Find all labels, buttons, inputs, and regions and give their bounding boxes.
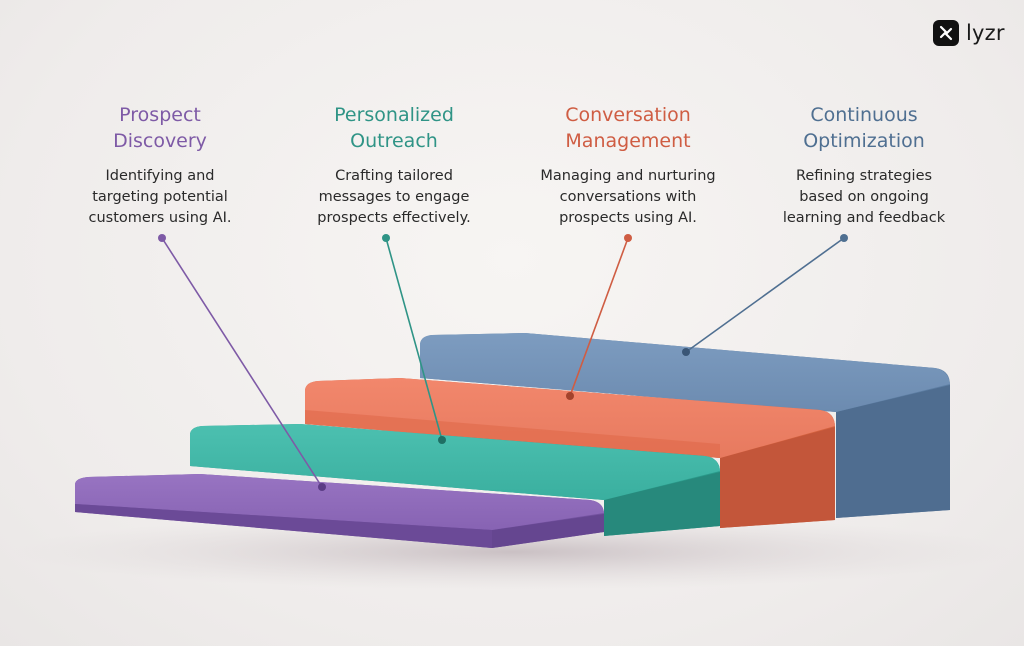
connector-conversation-management bbox=[566, 234, 632, 400]
step-block-blue bbox=[420, 333, 950, 518]
connector-dot bbox=[624, 234, 632, 242]
connector-continuous-optimization bbox=[682, 234, 848, 356]
step-desc-line: learning and feedback bbox=[782, 210, 946, 226]
step-description: Refining strategies based on ongoing lea… bbox=[754, 166, 974, 229]
step-desc-line: Refining strategies bbox=[795, 168, 933, 184]
step-description: Crafting tailored messages to engage pro… bbox=[284, 166, 504, 229]
connector-prospect-discovery bbox=[158, 234, 326, 491]
step-title-line: Outreach bbox=[350, 130, 438, 152]
step-prospect-discovery: Prospect Discovery Identifying and targe… bbox=[50, 102, 270, 229]
step-block-orange bbox=[305, 378, 835, 528]
step-personalized-outreach: Personalized Outreach Crafting tailored … bbox=[284, 102, 504, 229]
connector-dot bbox=[318, 483, 326, 491]
lyzr-logo: lyzr bbox=[933, 20, 1005, 46]
step-title: Conversation Management bbox=[518, 102, 738, 154]
step-desc-line: messages to engage bbox=[318, 189, 470, 205]
step-desc-line: customers using AI. bbox=[88, 210, 232, 226]
step-desc-line: Managing and nurturing bbox=[540, 168, 716, 184]
lyzr-logo-icon bbox=[933, 20, 959, 46]
step-title-line: Discovery bbox=[113, 130, 207, 152]
step-continuous-optimization: Continuous Optimization Refining strateg… bbox=[754, 102, 974, 229]
connector-dot bbox=[382, 234, 390, 242]
step-desc-line: Identifying and bbox=[105, 168, 215, 184]
step-desc-line: targeting potential bbox=[92, 189, 228, 205]
connector-dot bbox=[566, 392, 574, 400]
step-title-line: Personalized bbox=[334, 104, 454, 126]
connector-dot bbox=[438, 436, 446, 444]
step-desc-line: Crafting tailored bbox=[335, 168, 453, 184]
step-desc-line: conversations with bbox=[559, 189, 697, 205]
step-title-line: Prospect bbox=[119, 104, 201, 126]
step-desc-line: prospects using AI. bbox=[559, 210, 697, 226]
step-description: Identifying and targeting potential cust… bbox=[50, 166, 270, 229]
step-title-line: Management bbox=[565, 130, 691, 152]
step-block-teal bbox=[190, 424, 720, 536]
step-title: Personalized Outreach bbox=[284, 102, 504, 154]
brand-name: lyzr bbox=[966, 21, 1005, 45]
step-title: Continuous Optimization bbox=[754, 102, 974, 154]
connector-dot bbox=[158, 234, 166, 242]
step-desc-line: based on ongoing bbox=[799, 189, 929, 205]
floor-shadow bbox=[12, 514, 1012, 590]
step-title: Prospect Discovery bbox=[50, 102, 270, 154]
step-description: Managing and nurturing conversations wit… bbox=[518, 166, 738, 229]
connector-personalized-outreach bbox=[382, 234, 446, 444]
step-conversation-management: Conversation Management Managing and nur… bbox=[518, 102, 738, 229]
connector-dot bbox=[840, 234, 848, 242]
step-desc-line: prospects effectively. bbox=[317, 210, 471, 226]
step-title-line: Optimization bbox=[803, 130, 925, 152]
step-block-purple bbox=[75, 474, 604, 548]
step-title-line: Continuous bbox=[810, 104, 918, 126]
connector-dot bbox=[682, 348, 690, 356]
step-title-line: Conversation bbox=[565, 104, 691, 126]
